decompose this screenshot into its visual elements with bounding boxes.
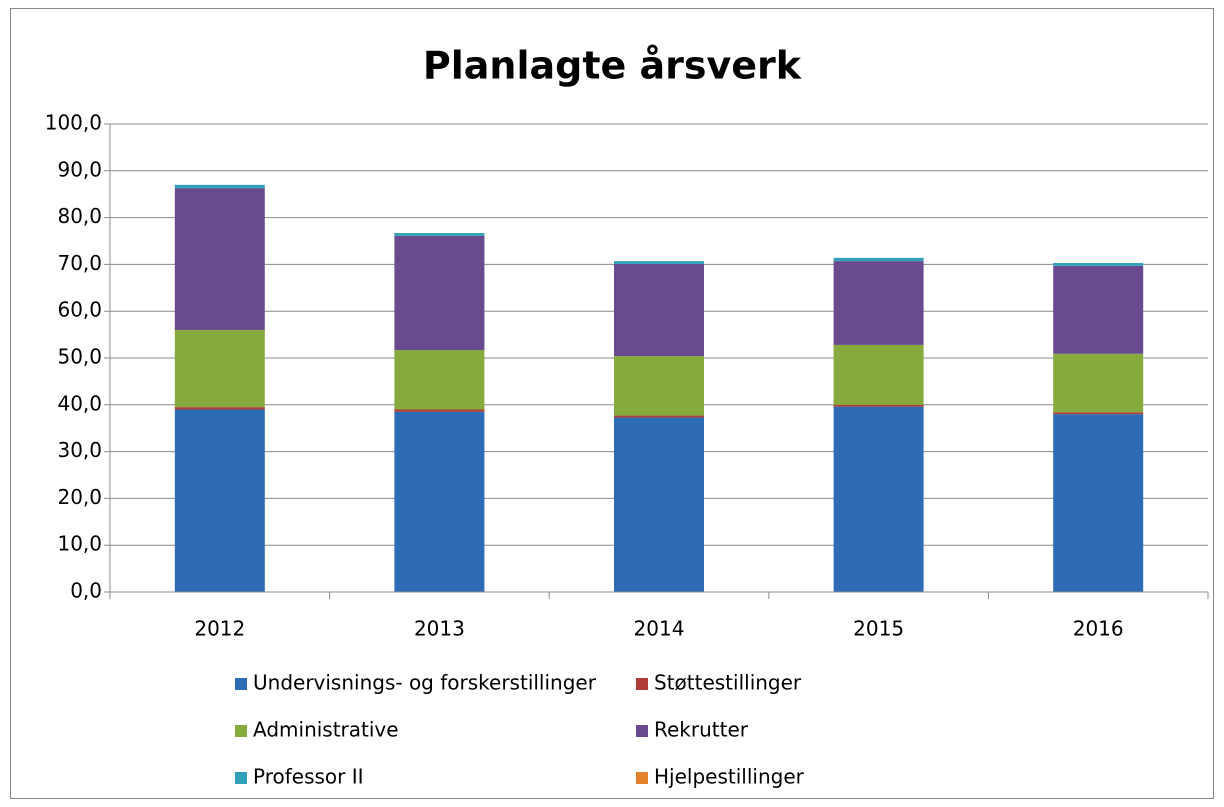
legend-label: Professor II — [253, 765, 364, 789]
y-tick-label: 30,0 — [57, 438, 102, 462]
legend-swatch — [636, 725, 648, 737]
bar-segment — [833, 344, 924, 405]
bar-segment — [394, 233, 485, 236]
bar-segment — [614, 356, 704, 416]
legend-label: Hjelpestillinger — [654, 765, 805, 789]
legend-swatch — [235, 772, 247, 784]
legend-swatch — [235, 725, 247, 737]
x-tick-label: 2012 — [194, 617, 245, 641]
bar-segment — [394, 411, 485, 592]
bar-segment — [174, 188, 265, 330]
legend-swatch — [235, 678, 247, 690]
bar-segment — [174, 409, 265, 592]
bar-segment — [833, 406, 924, 592]
legend-label: Administrative — [253, 718, 399, 742]
bar-segment — [833, 257, 924, 262]
legend-label: Rekrutter — [654, 718, 749, 742]
bar-segment — [174, 329, 265, 408]
bar-segment — [1053, 353, 1144, 413]
legend-swatch — [636, 678, 648, 690]
y-tick-label: 0,0 — [70, 579, 102, 603]
chart-title: Planlagte årsverk — [423, 44, 802, 88]
bar-segment — [1053, 265, 1144, 354]
bar-segment — [614, 417, 704, 592]
y-tick-label: 60,0 — [57, 298, 102, 322]
x-tick-label: 2014 — [634, 617, 685, 641]
bar-segment — [394, 235, 485, 351]
y-tick-label: 80,0 — [57, 204, 102, 228]
bar-segment — [614, 415, 704, 418]
bar-segment — [394, 350, 485, 410]
legend-label: Undervisnings- og forskerstillinger — [253, 671, 597, 695]
y-tick-label: 40,0 — [57, 391, 102, 415]
bar-segment — [174, 184, 265, 189]
bar-segment — [1053, 262, 1144, 266]
bar-segment — [833, 404, 924, 407]
y-tick-label: 70,0 — [57, 251, 102, 275]
bar-segment — [614, 263, 704, 357]
bar-segment — [394, 409, 485, 412]
y-tick-label: 50,0 — [57, 345, 102, 369]
bar-segment — [833, 261, 924, 345]
y-tick-label: 10,0 — [57, 532, 102, 556]
legend-label: Støttestillinger — [654, 671, 802, 695]
bar-segment — [614, 261, 704, 264]
y-tick-label: 20,0 — [57, 485, 102, 509]
legend-swatch — [636, 772, 648, 784]
y-tick-label: 100,0 — [45, 111, 102, 135]
x-tick-label: 2013 — [414, 617, 465, 641]
y-tick-label: 90,0 — [57, 157, 102, 181]
x-tick-label: 2015 — [853, 617, 904, 641]
bar-segment — [1053, 414, 1144, 592]
bar-segment — [174, 407, 265, 410]
x-tick-label: 2016 — [1073, 617, 1124, 641]
bar-segment — [1053, 412, 1144, 415]
